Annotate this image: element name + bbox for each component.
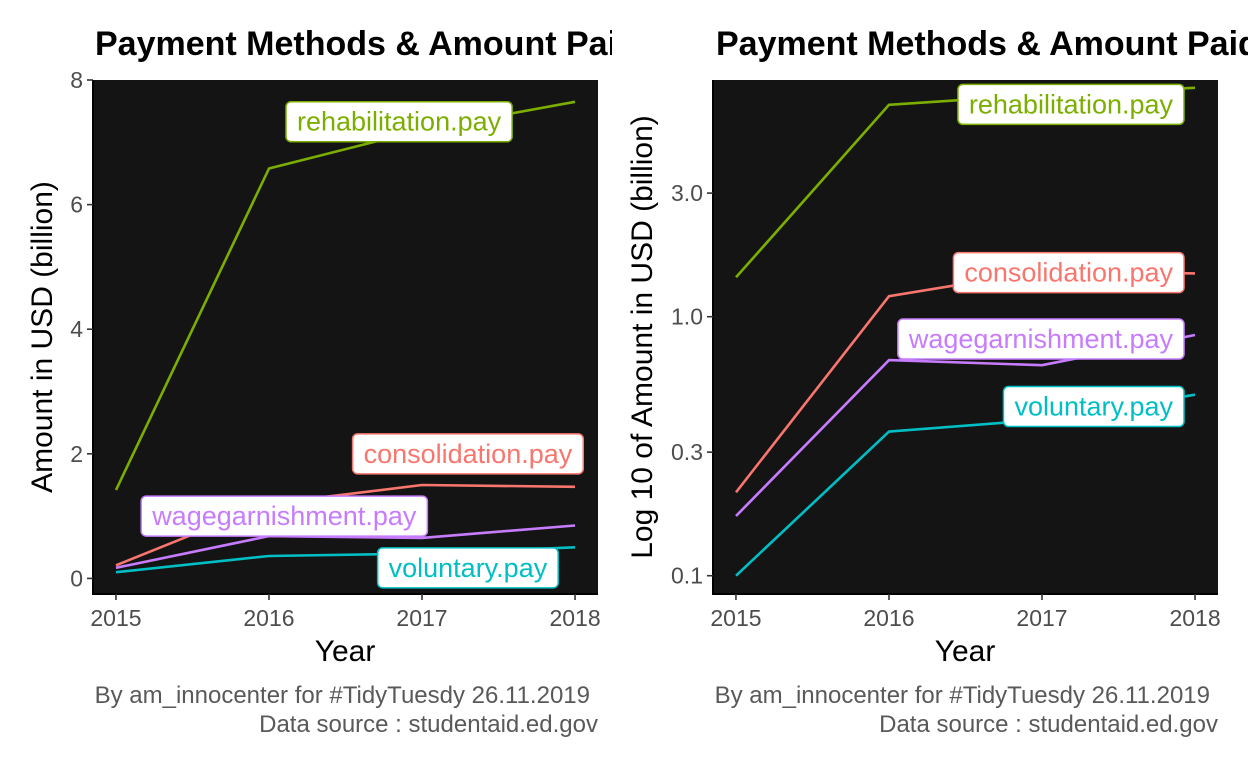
label-box	[957, 83, 1185, 126]
series-label-wagegarnishment-pay: wagegarnishment.pay	[897, 318, 1185, 360]
label-text: rehabilitation.pay	[969, 89, 1174, 119]
y-tick-label: 0.1	[671, 563, 703, 589]
series-label-voluntary-pay: voluntary.pay	[376, 547, 559, 589]
series-labels: rehabilitation.pay consolidation.pay wageg…	[140, 100, 585, 589]
label-box	[351, 433, 585, 475]
y-tick-label: 0	[70, 565, 83, 591]
linear-chart: Payment Methods & Amount Paid rehabilita…	[26, 25, 638, 738]
series-label-consolidation-pay: consolidation.pay	[351, 433, 585, 475]
series-label-wagegarnishment-pay: wagegarnishment.pay	[140, 495, 429, 537]
chart-title: Payment Methods & Amount Paid	[95, 25, 638, 63]
label-box	[1002, 385, 1185, 428]
y-tick-label: 1.0	[671, 304, 703, 330]
chart-title: Payment Methods & Amount Paid	[716, 25, 1248, 63]
caption-author: By am_innocenter for #TidyTuesdy 26.11.2…	[95, 682, 590, 709]
label-box	[376, 547, 559, 589]
x-tick-label: 2016	[243, 605, 294, 631]
y-tick-label: 4	[70, 316, 83, 342]
label-box	[285, 100, 513, 143]
caption-source: Data source : studentaid.ed.gov	[259, 711, 598, 738]
label-box	[952, 251, 1185, 294]
x-axis-title: Year	[315, 635, 376, 668]
series-label-voluntary-pay: voluntary.pay	[1002, 385, 1185, 428]
series-label-rehabilitation-pay: rehabilitation.pay	[957, 83, 1185, 126]
label-text: consolidation.pay	[964, 258, 1173, 288]
log-chart: Payment Methods & Amount Paid rehabilita…	[626, 25, 1248, 738]
x-axis: 2015 2016 2017 2018	[90, 593, 601, 631]
x-axis: 2015 2016 2017 2018	[710, 593, 1221, 631]
series-label-consolidation-pay: consolidation.pay	[952, 251, 1185, 294]
y-axis-title: Amount in USD (billion)	[26, 181, 59, 493]
y-tick-label: 6	[70, 192, 83, 218]
series-label-rehabilitation-pay: rehabilitation.pay	[285, 100, 513, 143]
y-tick-label: 3.0	[671, 180, 703, 206]
x-tick-label: 2018	[549, 605, 600, 631]
label-text: rehabilitation.pay	[297, 107, 502, 137]
label-box	[140, 495, 429, 537]
y-tick-label: 2	[70, 441, 83, 467]
label-text: voluntary.pay	[1014, 392, 1173, 422]
x-tick-label: 2015	[90, 605, 141, 631]
label-text: wagegarnishment.pay	[151, 501, 417, 531]
x-tick-label: 2017	[1016, 605, 1067, 631]
caption-author: By am_innocenter for #TidyTuesdy 26.11.2…	[715, 682, 1210, 709]
x-axis-title: Year	[935, 635, 996, 668]
x-tick-label: 2018	[1169, 605, 1220, 631]
x-tick-label: 2016	[863, 605, 914, 631]
caption-source: Data source : studentaid.ed.gov	[879, 711, 1218, 738]
x-tick-label: 2017	[396, 605, 447, 631]
y-tick-label: 8	[70, 67, 83, 93]
label-text: consolidation.pay	[364, 439, 573, 469]
series-line-wagegarnishment-pay	[115, 524, 576, 570]
y-axis: 0.1 0.3 1.0 3.0	[671, 80, 714, 595]
y-tick-label: 0.3	[671, 439, 703, 465]
y-axis-title: Log 10 of Amount in USD (billion)	[626, 115, 659, 559]
label-text: voluntary.pay	[389, 553, 548, 583]
label-box	[897, 318, 1185, 360]
x-tick-label: 2015	[710, 605, 761, 631]
label-text: wagegarnishment.pay	[908, 324, 1174, 354]
series-labels: rehabilitation.pay consolidation.pay wageg…	[897, 83, 1185, 428]
y-axis: 0 2 4 6 8	[70, 67, 94, 595]
